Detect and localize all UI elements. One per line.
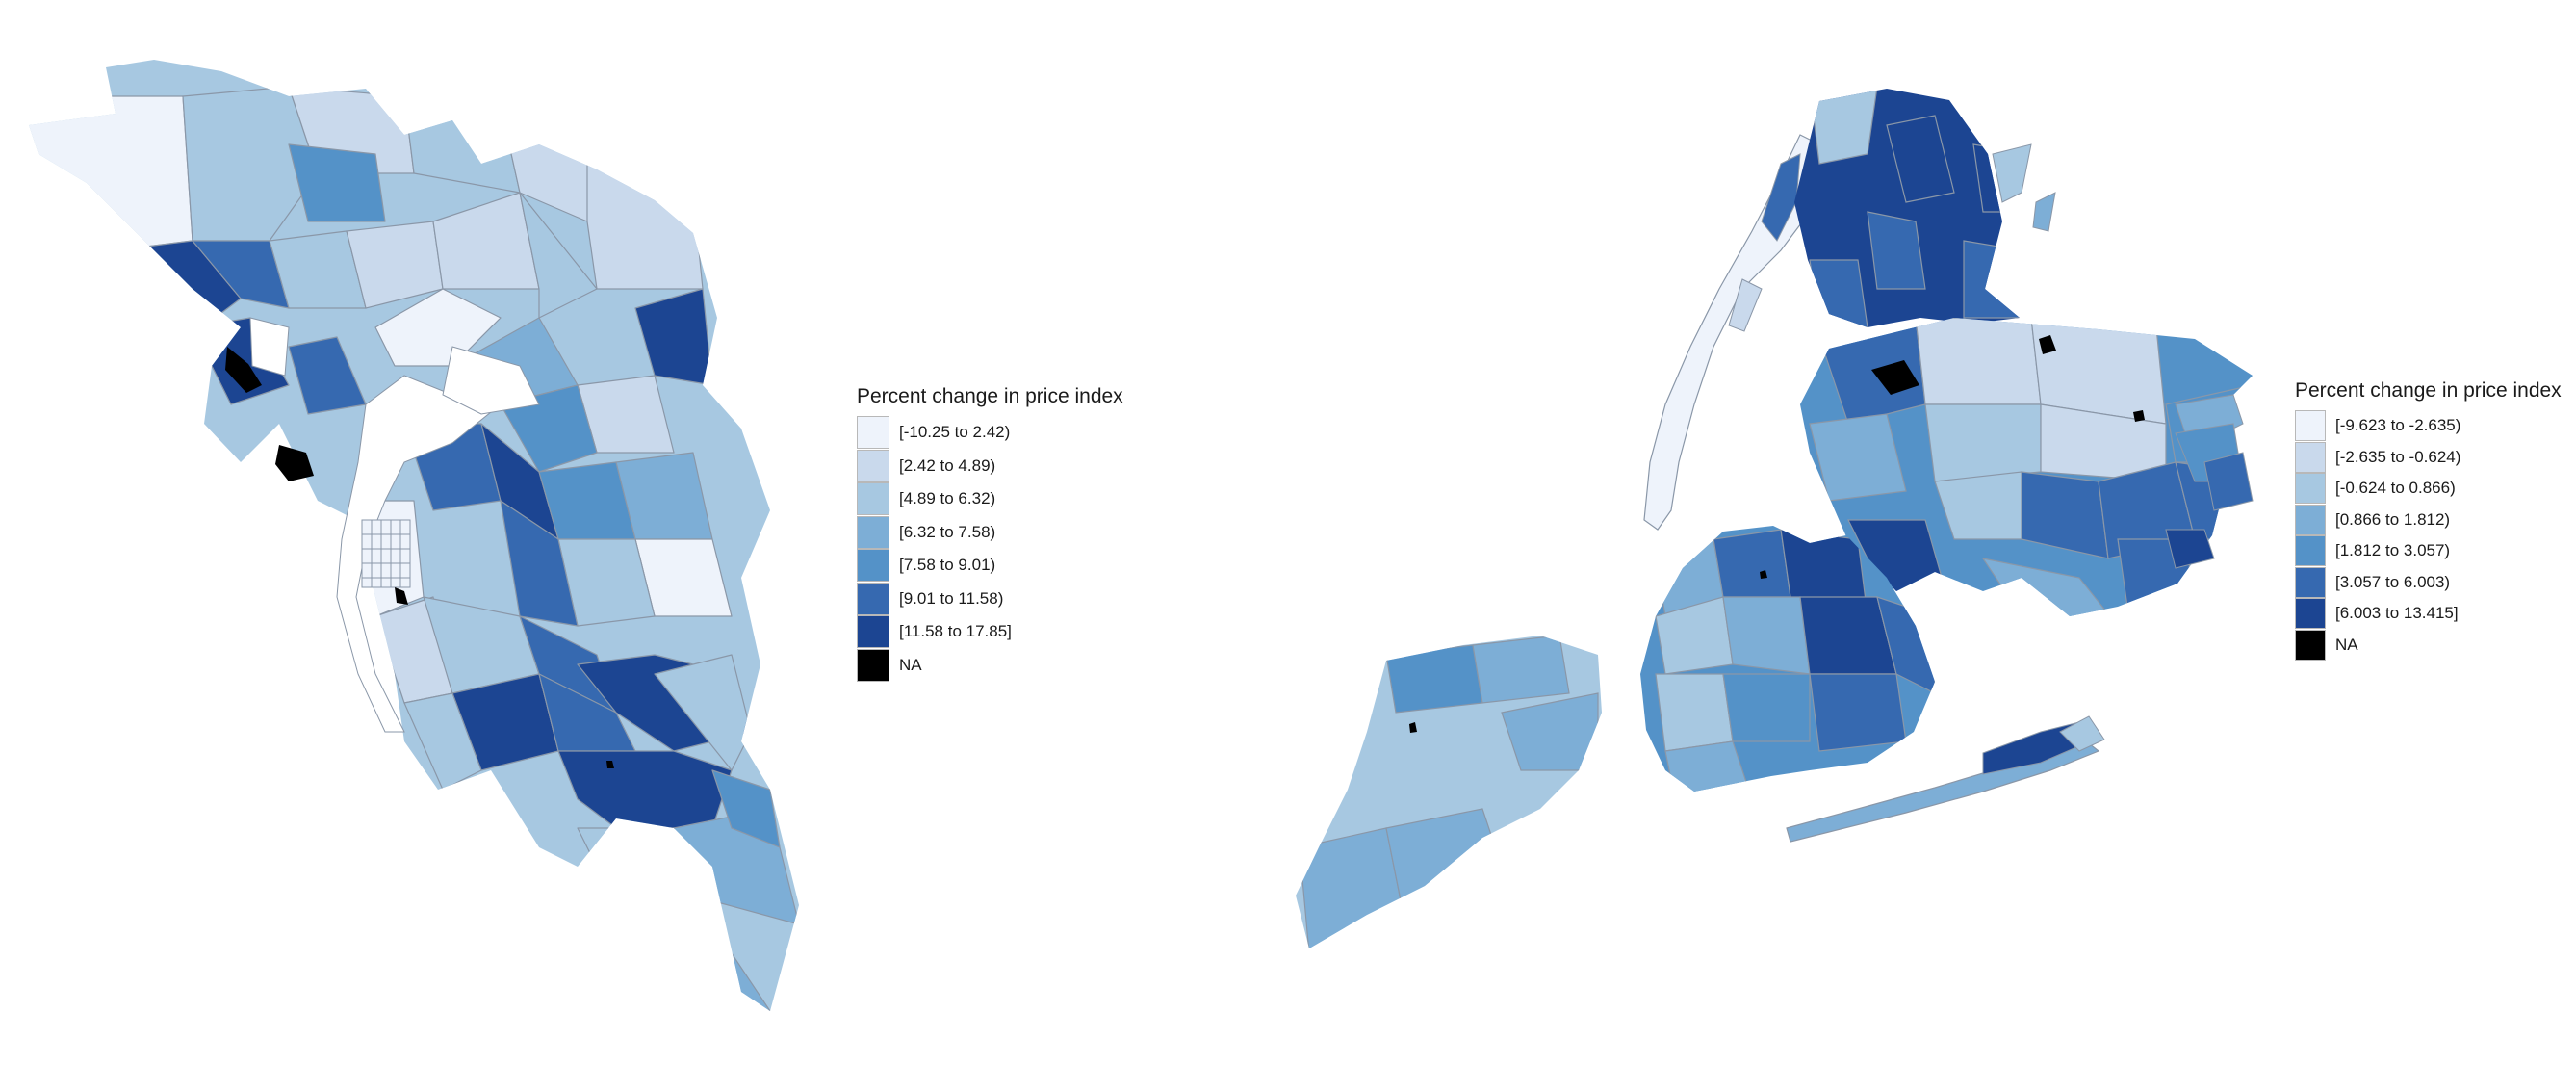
bay-area-map bbox=[29, 60, 799, 1011]
legend-swatch bbox=[2295, 535, 2326, 567]
legend-label: [-0.624 to 0.866) bbox=[2335, 479, 2456, 498]
legend-swatch bbox=[2295, 566, 2326, 598]
legend-swatch bbox=[857, 648, 889, 682]
legend-label: [-2.635 to -0.624) bbox=[2335, 447, 2461, 466]
legend-swatch bbox=[2295, 598, 2326, 630]
legend-title: Percent change in price index bbox=[2295, 379, 2562, 402]
legend-swatch bbox=[2295, 410, 2326, 442]
legend-row: [-0.624 to 0.866) bbox=[2295, 473, 2562, 505]
legend-label: [0.866 to 1.812) bbox=[2335, 509, 2451, 529]
legend-label: [1.812 to 3.057) bbox=[2335, 541, 2451, 560]
legend-label: [11.58 to 17.85] bbox=[899, 622, 1012, 641]
legend-row: [0.866 to 1.812) bbox=[2295, 504, 2562, 536]
nyc-map bbox=[1296, 89, 2254, 948]
legend-swatch bbox=[857, 582, 889, 615]
legend-row: NA bbox=[857, 648, 1123, 683]
legend-items: [-10.25 to 2.42) [2.42 to 4.89) [4.89 to 6… bbox=[857, 416, 1123, 682]
legend-items: [-9.623 to -2.635) [-2.635 to -0.624) [-0.… bbox=[2295, 410, 2562, 661]
legend-label: [-10.25 to 2.42) bbox=[899, 423, 1011, 442]
legend-row: [1.812 to 3.057) bbox=[2295, 535, 2562, 567]
legend-row: [3.057 to 6.003) bbox=[2295, 566, 2562, 599]
legend-row: [9.01 to 11.58) bbox=[857, 582, 1123, 616]
legend-label: [9.01 to 11.58) bbox=[899, 588, 1004, 608]
legend-row: NA bbox=[2295, 629, 2562, 662]
legend-label: [6.003 to 13.415] bbox=[2335, 604, 2459, 623]
legend-label: NA bbox=[899, 655, 922, 674]
legend-row: [6.32 to 7.58) bbox=[857, 515, 1123, 550]
legend-swatch bbox=[2295, 441, 2326, 473]
legend-row: [4.89 to 6.32) bbox=[857, 482, 1123, 516]
legend-label: [-9.623 to -2.635) bbox=[2335, 416, 2461, 435]
legend-row: [11.58 to 17.85] bbox=[857, 615, 1123, 649]
legend-swatch bbox=[2295, 629, 2326, 661]
legend-label: [6.32 to 7.58) bbox=[899, 522, 996, 541]
legend-swatch bbox=[857, 549, 889, 583]
legend-label: [7.58 to 9.01) bbox=[899, 556, 996, 575]
legend-row: [2.42 to 4.89) bbox=[857, 449, 1123, 483]
legend-label: NA bbox=[2335, 635, 2358, 654]
legend-swatch bbox=[857, 515, 889, 549]
legend-label: [4.89 to 6.32) bbox=[899, 489, 996, 508]
legend-row: [6.003 to 13.415] bbox=[2295, 598, 2562, 630]
legend-swatch bbox=[857, 615, 889, 649]
legend-swatch bbox=[2295, 504, 2326, 535]
legend-bay-area: Percent change in price index [-10.25 to… bbox=[857, 385, 1123, 682]
legend-label: [2.42 to 4.89) bbox=[899, 455, 996, 475]
legend-row: [-10.25 to 2.42) bbox=[857, 416, 1123, 450]
legend-label: [3.057 to 6.003) bbox=[2335, 572, 2451, 591]
legend-nyc: Percent change in price index [-9.623 to… bbox=[2295, 379, 2562, 661]
legend-swatch bbox=[857, 482, 889, 516]
legend-swatch bbox=[857, 449, 889, 482]
legend-swatch bbox=[2295, 473, 2326, 505]
legend-swatch bbox=[857, 416, 889, 450]
legend-row: [7.58 to 9.01) bbox=[857, 549, 1123, 583]
legend-row: [-9.623 to -2.635) bbox=[2295, 410, 2562, 442]
legend-title: Percent change in price index bbox=[857, 385, 1123, 407]
legend-row: [-2.635 to -0.624) bbox=[2295, 441, 2562, 474]
